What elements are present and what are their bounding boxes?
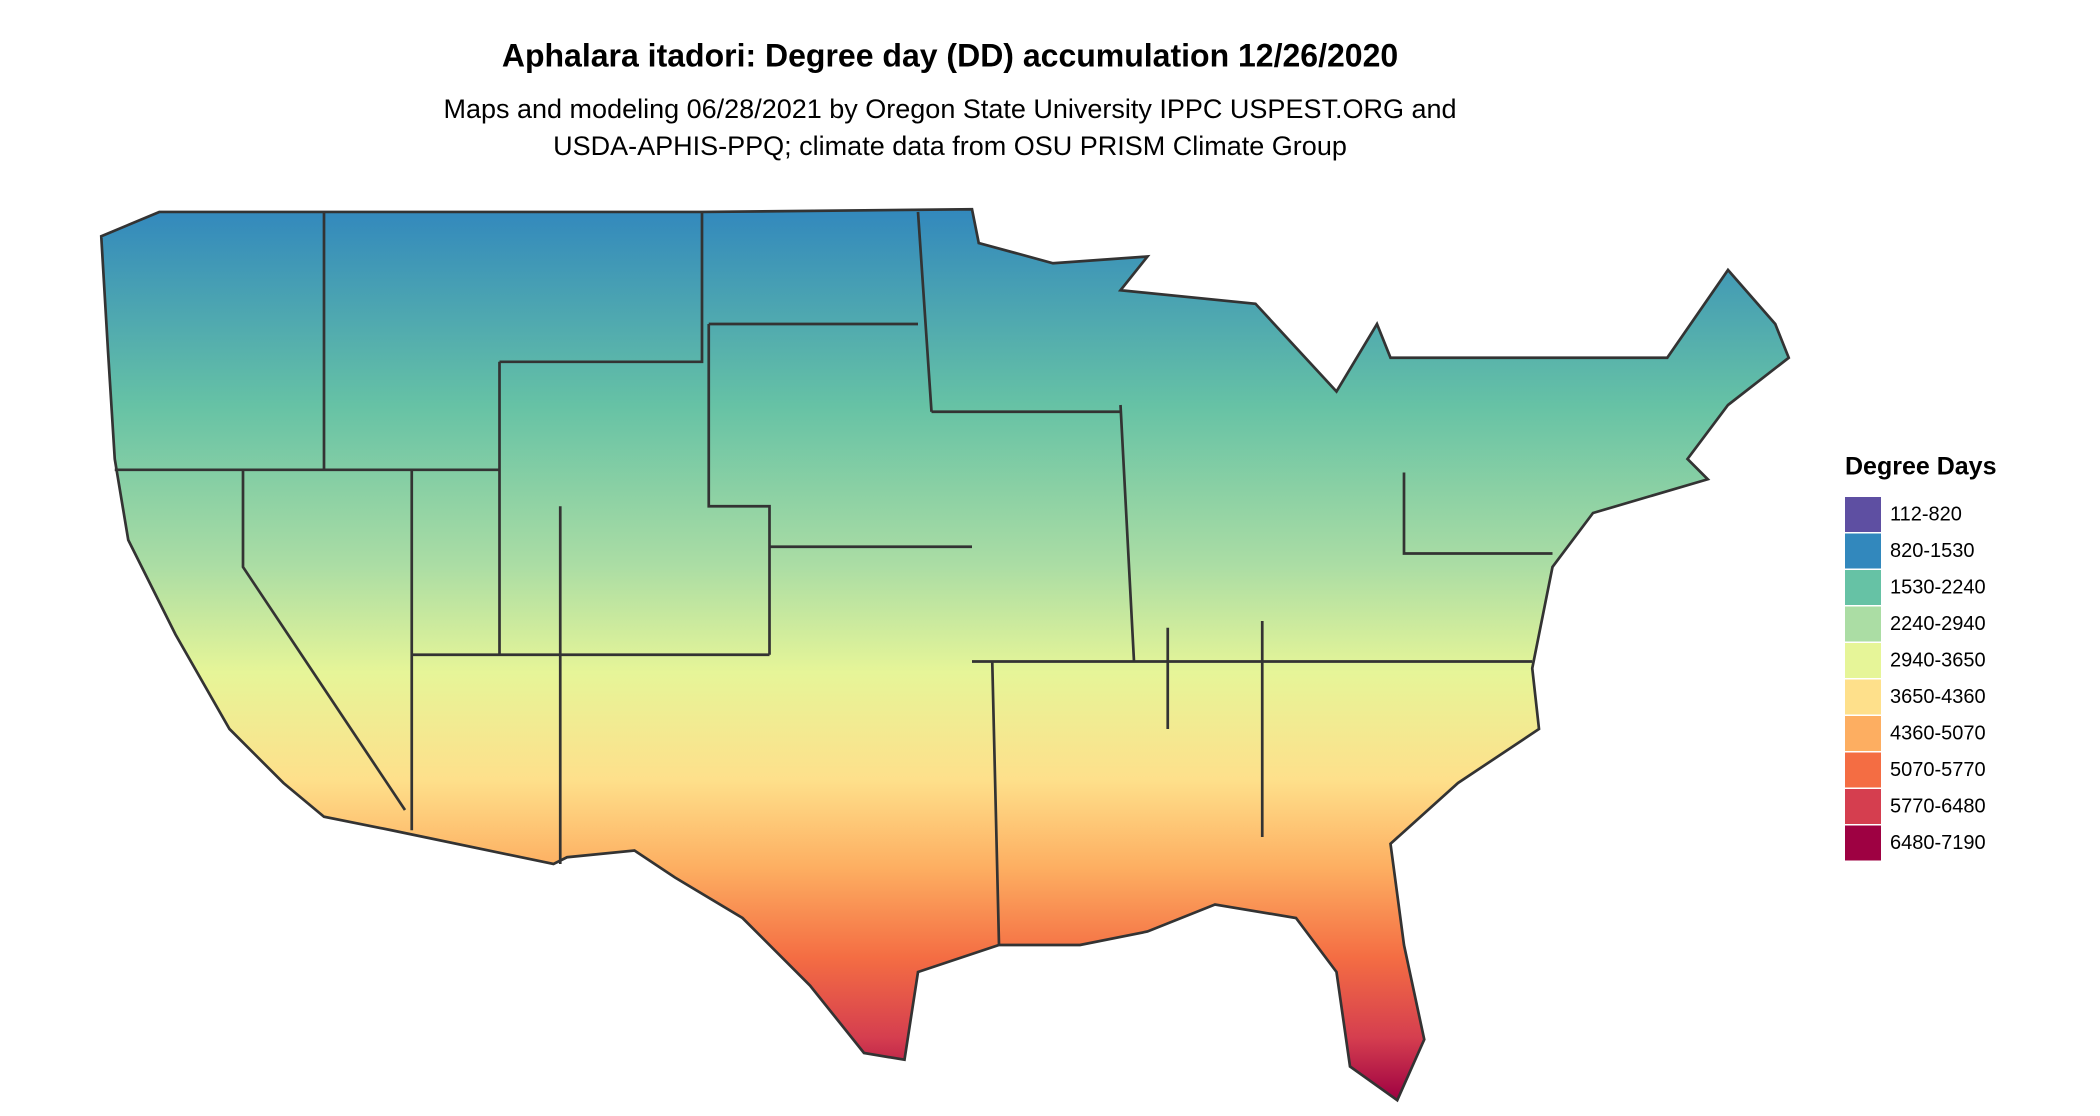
legend-swatch bbox=[1845, 570, 1881, 605]
legend: 112-820 820-1530 1530-2240 2240-2940 2940-36… bbox=[1845, 497, 1986, 861]
legend-label: 112-820 bbox=[1890, 503, 1962, 525]
legend-label: 2240-2940 bbox=[1890, 613, 1986, 635]
legend-swatch bbox=[1845, 789, 1881, 824]
legend-swatch bbox=[1845, 679, 1881, 715]
legend-label: 820-1530 bbox=[1890, 540, 1975, 562]
map-title: Aphalara itadori: Degree day (DD) accumu… bbox=[502, 37, 1398, 73]
state-borders bbox=[114, 211, 1553, 946]
legend-swatch bbox=[1845, 533, 1881, 569]
legend-swatch bbox=[1845, 825, 1881, 861]
legend-swatch bbox=[1845, 497, 1881, 532]
legend-title: Degree Days bbox=[1845, 453, 1996, 481]
us-outline bbox=[99, 207, 1791, 1103]
us-map bbox=[99, 207, 1791, 1103]
legend-label: 6480-7190 bbox=[1890, 832, 1986, 854]
legend-swatch bbox=[1845, 716, 1881, 751]
map-subtitle: USDA-APHIS-PPQ; climate data from OSU PR… bbox=[553, 131, 1347, 161]
legend-label: 3650-4360 bbox=[1890, 686, 1986, 708]
legend-label: 1530-2240 bbox=[1890, 576, 1986, 598]
legend-swatch bbox=[1845, 752, 1881, 788]
legend-label: 4360-5070 bbox=[1890, 722, 1986, 744]
legend-swatch bbox=[1845, 643, 1881, 678]
legend-label: 5070-5770 bbox=[1890, 759, 1986, 781]
legend-label: 5770-6480 bbox=[1890, 795, 1986, 817]
legend-label: 2940-3650 bbox=[1890, 649, 1986, 671]
legend-swatch bbox=[1845, 606, 1881, 642]
map-subtitle: Maps and modeling 06/28/2021 by Oregon S… bbox=[443, 94, 1456, 124]
